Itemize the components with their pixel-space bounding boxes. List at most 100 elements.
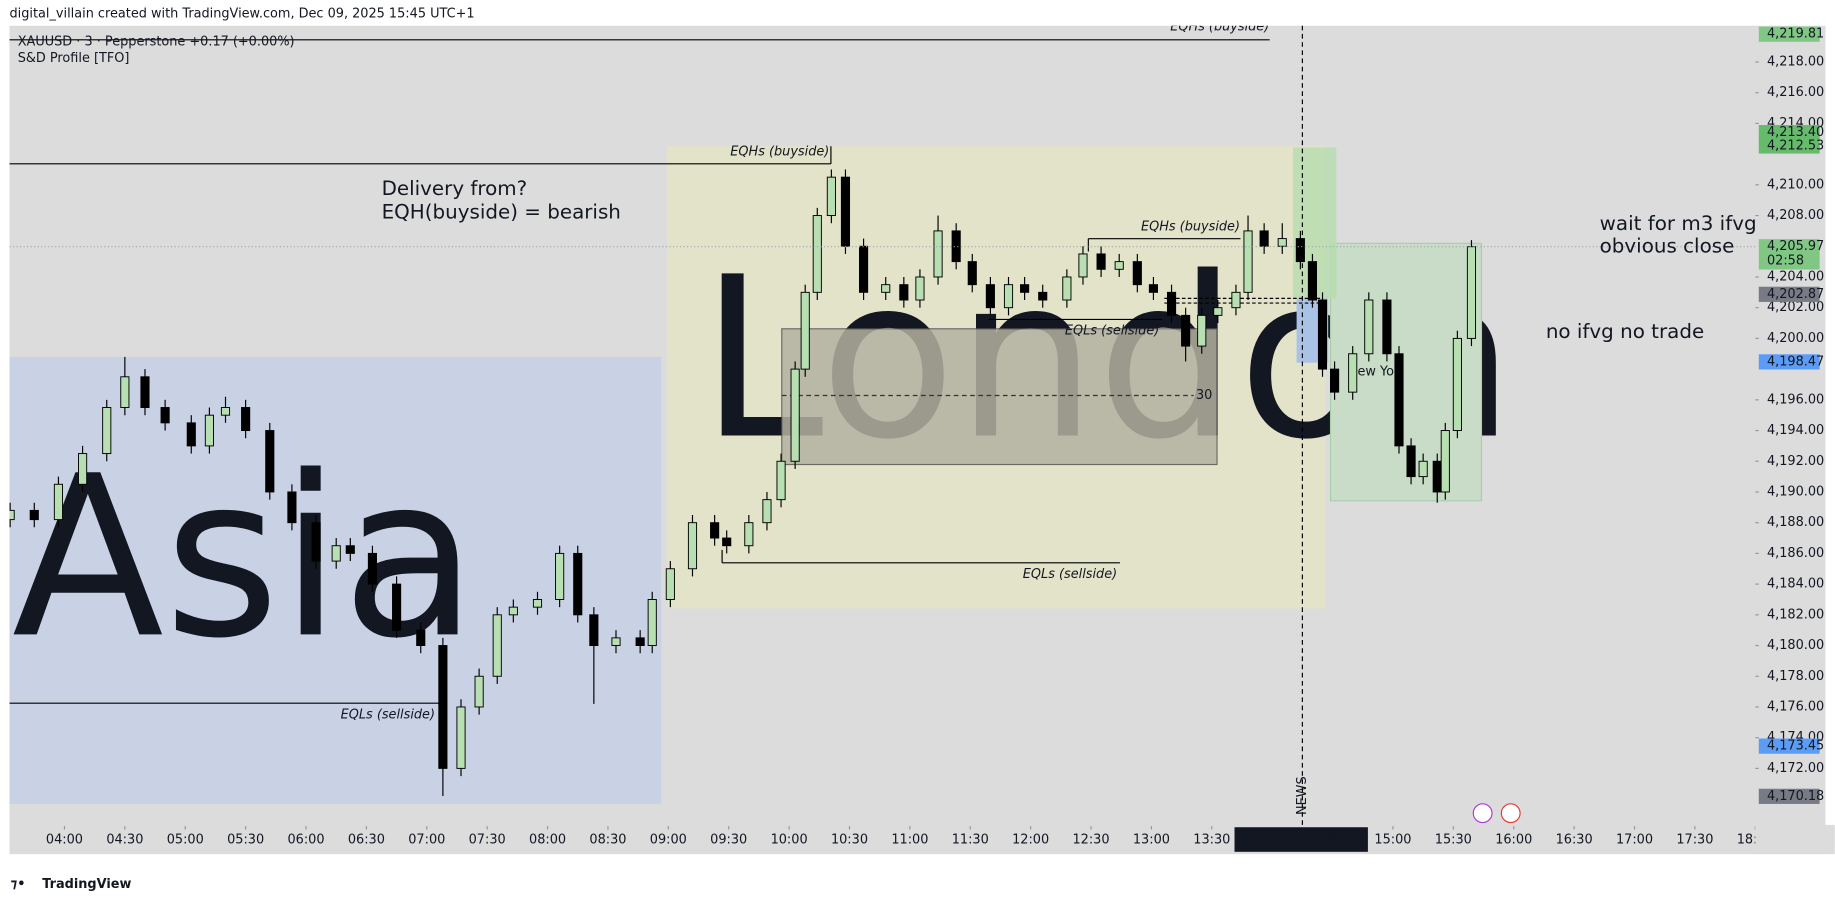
eqh-label: EQHs (buyside) [730,145,829,160]
candle-body [1259,230,1269,247]
y-tick-label: 4,178.00 [1767,669,1824,684]
crosshair-time: 14:15 [1330,833,1367,848]
candle-body [1330,368,1340,393]
countdown: 02:58 [1767,253,1804,268]
zone-mid-label: 30 [1196,388,1212,403]
candle-body [331,545,341,562]
candle-body [967,261,977,286]
candle-body [1038,291,1048,301]
y-tick-label: 4,204.00 [1767,269,1824,284]
candle-body [722,537,732,547]
candle-body [589,614,599,647]
x-tick-label: 08:30 [589,833,626,848]
crosshair-date: Tue 09 Dec '25 [1241,833,1337,848]
candle-body [1418,460,1428,478]
candle-body [438,645,448,769]
x-tick-label: 15:00 [1374,833,1411,848]
candle-body [532,598,543,608]
y-tick-label: 4,184.00 [1767,577,1824,592]
news-label: NEWS [1295,776,1310,815]
x-tick-label: 10:00 [771,833,808,848]
candle-body [1277,238,1287,247]
candle-body [611,637,621,647]
y-tick-label: 4,196.00 [1767,392,1824,407]
x-tick-label: 07:30 [469,833,506,848]
candle-body [1231,291,1241,309]
candle-body [508,606,518,616]
note: wait for m3 ifvg [1600,212,1757,235]
x-tick-label: 12:00 [1012,833,1049,848]
candle-body [933,230,943,278]
symbol: XAUUSD · 3 · Pepperstone +0.17 (+0.00%) [18,35,295,50]
candle-body [1243,230,1253,293]
price-badge-label: 4,170.18 [1767,789,1824,804]
x-tick-label: 05:30 [227,833,264,848]
y-tick-label: 4,192.00 [1767,454,1824,469]
x-tick-label: 17:00 [1616,833,1653,848]
price-badge [1758,354,1820,370]
candle-body [1295,238,1305,263]
candle-body [186,422,196,447]
x-tick-label: 10:30 [831,833,868,848]
y-tick-label: 4,194.00 [1767,423,1824,438]
candle-body [345,545,355,554]
x-tick-label: 16:00 [1495,833,1532,848]
candle-body [555,552,565,600]
candle-body [1348,353,1358,393]
price-badge [1758,138,1820,154]
brand: TradingView [42,877,131,892]
x-tick-label: 13:00 [1133,833,1170,848]
candle-body [1020,284,1030,293]
candle-body [826,176,836,217]
candle-body [1382,299,1392,355]
note: no ifvg no trade [1546,320,1704,343]
x-tick-label: 09:00 [650,833,687,848]
candle-body [120,376,130,408]
candle-body [1148,284,1158,293]
candle-body [78,453,88,485]
candle-body [416,629,426,647]
y-tick-label: 4,218.00 [1767,54,1824,69]
candle-body [492,614,502,677]
candle-body [29,509,39,521]
candle-body [102,407,112,455]
x-tick-label: 09:30 [710,833,747,848]
y-tick-label: 4,210.00 [1767,177,1824,192]
candle-body [790,368,800,462]
price-badge [1758,239,1820,270]
x-tick-label: 04:00 [46,833,83,848]
x-tick-label: 15:30 [1435,833,1472,848]
candle-body [1440,430,1450,493]
ny-watermark: ew Yo [1357,365,1394,380]
price-badge-label: 4,219.81 [1767,27,1824,42]
zone-box [781,328,1218,466]
price-badge-label: 4,213.40 [1767,125,1824,140]
candle-body [160,407,170,424]
candle-body [647,598,657,647]
x-tick-label: 07:00 [408,833,445,848]
price-badge-label: 4,212.53 [1767,138,1824,153]
eql-label: EQLs (sellside) [1023,567,1117,582]
x-tick-label: 05:00 [167,833,204,848]
price-badge [1758,738,1820,754]
x-tick-label: 11:00 [891,833,928,848]
candle-body [1181,314,1191,347]
event-icon[interactable] [1472,803,1493,824]
candle-body [776,460,786,501]
candle-body [265,430,275,493]
candle-body [456,706,466,769]
note: obvious close [1600,234,1735,257]
candle-body [1197,314,1207,347]
candles [9,169,1756,797]
x-tick-label: 04:30 [106,833,143,848]
y-tick-label: 4,208.00 [1767,208,1824,223]
candle-body [287,491,297,524]
event-icon[interactable] [1500,803,1521,824]
candle-body [573,552,583,616]
note: Delivery from? [382,177,528,200]
candle-body [474,675,484,708]
candle-body [744,522,754,547]
candle-body [951,230,961,263]
candle-body [220,407,231,416]
indicator: S&D Profile [TFO] [18,51,130,66]
